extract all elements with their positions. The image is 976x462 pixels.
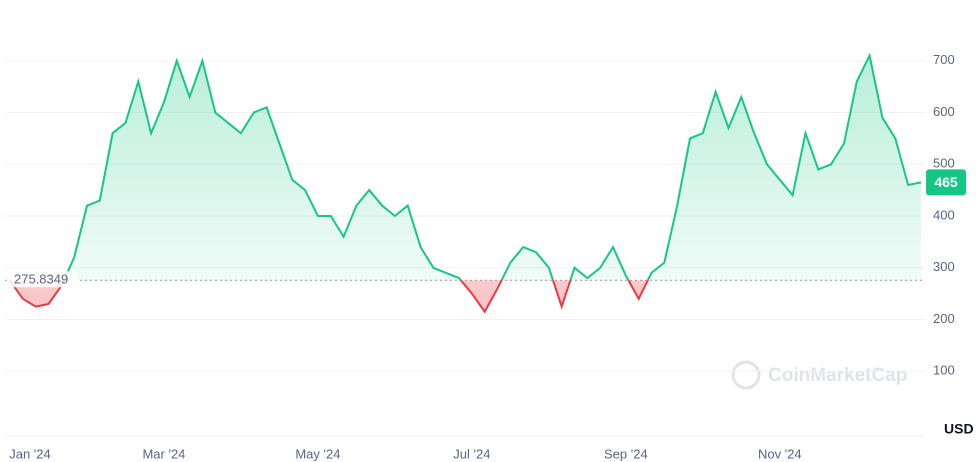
baseline-label-bg xyxy=(8,271,78,288)
x-tick-label: Nov '24 xyxy=(758,446,802,461)
price-line-up xyxy=(10,52,922,281)
y-tick-label: 200 xyxy=(933,311,955,326)
baseline-label: 275.8349 xyxy=(14,272,68,287)
watermark-text: CoinMarketCap xyxy=(768,365,907,386)
y-tick-label: 600 xyxy=(933,104,955,119)
watermark: CoinMarketCap xyxy=(731,360,907,390)
price-line-down xyxy=(9,280,649,314)
y-tick-label: 500 xyxy=(933,156,955,171)
x-tick-label: Mar '24 xyxy=(142,446,185,461)
last-price-label: 465 xyxy=(934,174,958,190)
x-tick-label: Jan '24 xyxy=(9,446,51,461)
x-tick-label: Sep '24 xyxy=(604,446,648,461)
y-tick-label: 300 xyxy=(933,259,955,274)
y-tick-label: 100 xyxy=(933,363,955,378)
x-tick-label: Jul '24 xyxy=(453,446,490,461)
last-price-tag xyxy=(926,169,966,196)
area-up xyxy=(10,55,921,281)
y-tick-label: 700 xyxy=(933,52,955,67)
y-tick-label: 400 xyxy=(933,207,955,222)
x-tick-label: May '24 xyxy=(295,446,340,461)
currency-label: USD xyxy=(944,421,974,437)
